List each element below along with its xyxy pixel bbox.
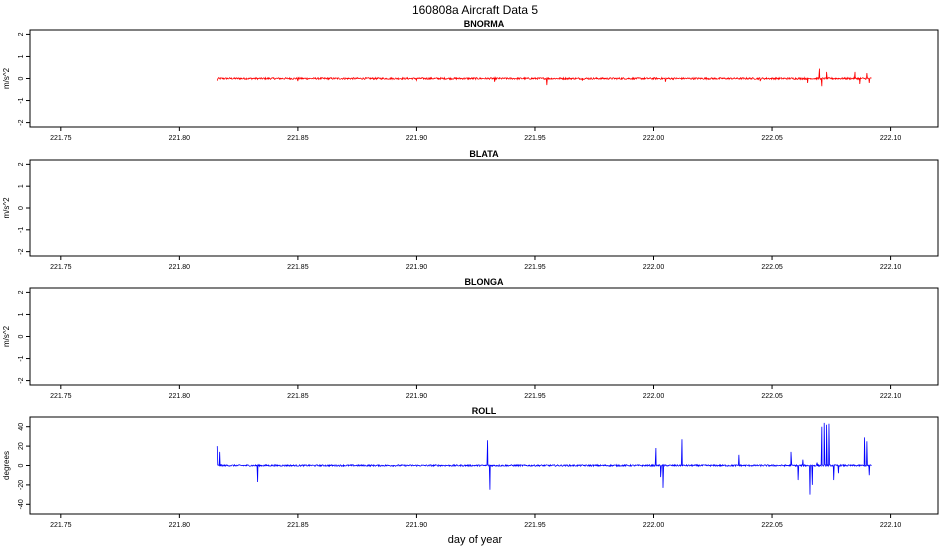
y-tick-label: -2 (18, 119, 25, 125)
x-tick-label: 221.95 (524, 264, 546, 271)
x-tick-label: 222.10 (880, 135, 902, 142)
x-tick-label: 221.95 (524, 135, 546, 142)
panels: BNORMA m/s^2 221.75 221.80 221.85 221.90 221.9… (2, 19, 939, 529)
y-axis-label-blonga: m/s^2 (2, 325, 11, 347)
y-tick-label: -1 (18, 227, 25, 233)
panel-bnorma: BNORMA m/s^2 221.75 221.80 221.85 221.90 221.9… (2, 19, 939, 142)
series-line-roll (216, 422, 872, 495)
y-tick-label: -2 (18, 248, 25, 254)
x-tick-label: 221.80 (169, 135, 191, 142)
x-tick-label: 221.95 (524, 393, 546, 400)
x-tick-label: 222.05 (761, 393, 783, 400)
plot-frame-blata (29, 159, 939, 257)
y-tick-label: 1 (18, 312, 25, 316)
y-tick-label: 20 (18, 442, 25, 450)
panel-title-blonga: BLONGA (465, 277, 504, 287)
x-tick-label: 222.00 (643, 393, 665, 400)
x-axis-label: day of year (448, 534, 503, 546)
x-tick-label: 221.75 (50, 135, 72, 142)
x-tick-label: 222.05 (761, 522, 783, 529)
page-title: 160808a Aircraft Data 5 (412, 3, 538, 17)
y-tick-label: 0 (18, 463, 25, 467)
x-tick-label: 221.85 (287, 264, 309, 271)
x-tick-label: 221.80 (169, 522, 191, 529)
x-tick-label: 221.90 (406, 135, 428, 142)
x-tick-label: 222.10 (880, 264, 902, 271)
y-tick-label: -2 (18, 377, 25, 383)
x-tick-label: 221.90 (406, 264, 428, 271)
x-tick-label: 221.90 (406, 393, 428, 400)
y-tick-label: 1 (18, 54, 25, 58)
y-tick-label: -40 (18, 499, 25, 509)
x-tick-label: 221.80 (169, 393, 191, 400)
x-tick-label: 222.05 (761, 135, 783, 142)
y-tick-label: 0 (18, 206, 25, 210)
x-tick-label: 221.90 (406, 522, 428, 529)
plot-frame-blonga (29, 287, 939, 386)
panel-roll: ROLL degrees 221.75 221.80 221.85 221.90 221.9… (2, 406, 939, 529)
y-tick-label: 2 (18, 290, 25, 294)
x-tick-label: 222.00 (643, 522, 665, 529)
panel-title-bnorma: BNORMA (464, 19, 505, 29)
x-tick-label: 222.00 (643, 264, 665, 271)
panel-title-roll: ROLL (472, 406, 497, 416)
series-line-bnorma (216, 68, 872, 87)
panel-title-blata: BLATA (469, 149, 499, 159)
x-tick-label: 222.10 (880, 522, 902, 529)
x-tick-label: 221.95 (524, 522, 546, 529)
y-tick-label: 0 (18, 334, 25, 338)
y-tick-label: 2 (18, 162, 25, 166)
y-tick-label: -1 (18, 97, 25, 103)
x-tick-label: 222.05 (761, 264, 783, 271)
y-tick-label: 1 (18, 184, 25, 188)
x-tick-label: 221.85 (287, 393, 309, 400)
x-tick-label: 221.80 (169, 264, 191, 271)
y-tick-label: 40 (18, 423, 25, 431)
x-tick-label: 221.85 (287, 135, 309, 142)
y-axis-label-blata: m/s^2 (2, 197, 11, 219)
y-tick-label: 0 (18, 76, 25, 80)
x-tick-label: 221.75 (50, 264, 72, 271)
y-tick-label: -1 (18, 355, 25, 361)
x-tick-label: 222.00 (643, 135, 665, 142)
x-tick-label: 221.75 (50, 522, 72, 529)
y-axis-label-roll: degrees (2, 451, 11, 480)
x-tick-label: 222.10 (880, 393, 902, 400)
panel-blata: BLATA m/s^2 221.75 221.80 221.85 221.90 221.95… (2, 149, 939, 271)
y-axis-label-bnorma: m/s^2 (2, 67, 11, 89)
y-tick-label: 2 (18, 32, 25, 36)
y-tick-label: -20 (18, 480, 25, 490)
x-tick-label: 221.75 (50, 393, 72, 400)
panel-blonga: BLONGA m/s^2 221.75 221.80 221.85 221.90 221.9… (2, 277, 939, 400)
x-tick-label: 221.85 (287, 522, 309, 529)
